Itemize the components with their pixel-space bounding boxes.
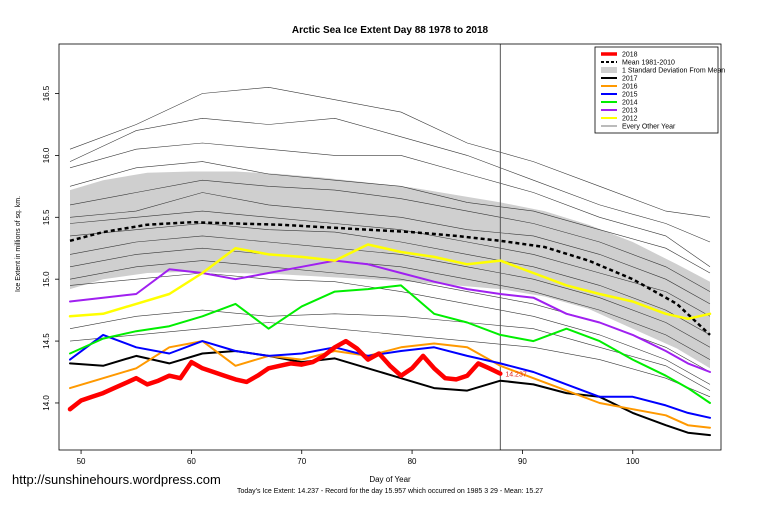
- background-year-line-8: [69, 235, 711, 348]
- y-axis-label: Ice Extent in millions of sq. km.: [15, 196, 22, 292]
- legend-label-6: 2014: [622, 100, 638, 107]
- legend-label-9: Every Other Year: [622, 124, 676, 131]
- watermark-text: http://sunshinehours.wordpress.com: [12, 472, 221, 487]
- background-year-line-9: [69, 247, 711, 360]
- legend-label-7: 2013: [622, 108, 638, 115]
- legend-label-1: Mean 1981-2010: [622, 60, 675, 67]
- series-line-2018: [67, 338, 503, 412]
- legend-label-4: 2016: [622, 84, 638, 91]
- x-tick-label-60: 60: [187, 457, 196, 466]
- background-year-line-2: [69, 142, 711, 268]
- background-year-line-4: [69, 179, 711, 292]
- y-tick-label-14: 14.0: [42, 395, 51, 411]
- current-value-label: 14.237: [505, 372, 527, 379]
- legend-label-5: 2015: [622, 92, 638, 99]
- series-line-2014: [69, 284, 711, 404]
- legend-label-8: 2012: [622, 116, 638, 123]
- x-tick-label-50: 50: [77, 457, 86, 466]
- legend-box: [594, 46, 719, 134]
- footer-text: Today's Ice Extent: 14.237 - Record for …: [237, 488, 543, 495]
- x-tick-label-90: 90: [518, 457, 527, 466]
- background-year-line-7: [69, 223, 711, 336]
- series-line-2016: [69, 340, 711, 429]
- y-tick-label-15: 15.0: [42, 271, 51, 287]
- series-line-2015: [69, 333, 711, 419]
- x-tick-label-100: 100: [626, 457, 640, 466]
- background-year-line-3: [69, 161, 711, 274]
- legend-label-3: 2017: [622, 76, 638, 83]
- y-tick-label-16.5: 16.5: [42, 85, 51, 101]
- legend-label-2: 1 Standard Deviation From Mean: [622, 68, 725, 75]
- y-tick-label-14.5: 14.5: [42, 333, 51, 349]
- y-tick-label-16: 16.0: [42, 147, 51, 163]
- axes: 50 60 70 80 90 100 14.0 14.5 15.0 15.5 16.0 16.5: [42, 43, 722, 466]
- plot-frame: [58, 43, 722, 451]
- background-year-line-11: [69, 272, 711, 385]
- chart-title: Arctic Sea Ice Extent Day 88 1978 to 201…: [292, 25, 489, 36]
- background-year-line-1: [69, 117, 711, 243]
- series-line-2013: [69, 259, 711, 373]
- x-tick-label-80: 80: [408, 457, 417, 466]
- legend-label-0: 2018: [622, 52, 638, 59]
- y-tick-label-15.5: 15.5: [42, 209, 51, 225]
- series-line-2012: [68, 243, 712, 321]
- background-year-line-0: [69, 86, 711, 218]
- background-year-line-6: [69, 210, 711, 317]
- plot-area: 14.237: [67, 44, 712, 450]
- background-year-line-13: [69, 322, 711, 398]
- mean-line: [69, 220, 711, 336]
- x-axis-label: Day of Year: [369, 475, 411, 484]
- x-tick-label-70: 70: [297, 457, 306, 466]
- legend-swatch-2: [601, 67, 617, 73]
- background-year-line-5: [69, 192, 711, 305]
